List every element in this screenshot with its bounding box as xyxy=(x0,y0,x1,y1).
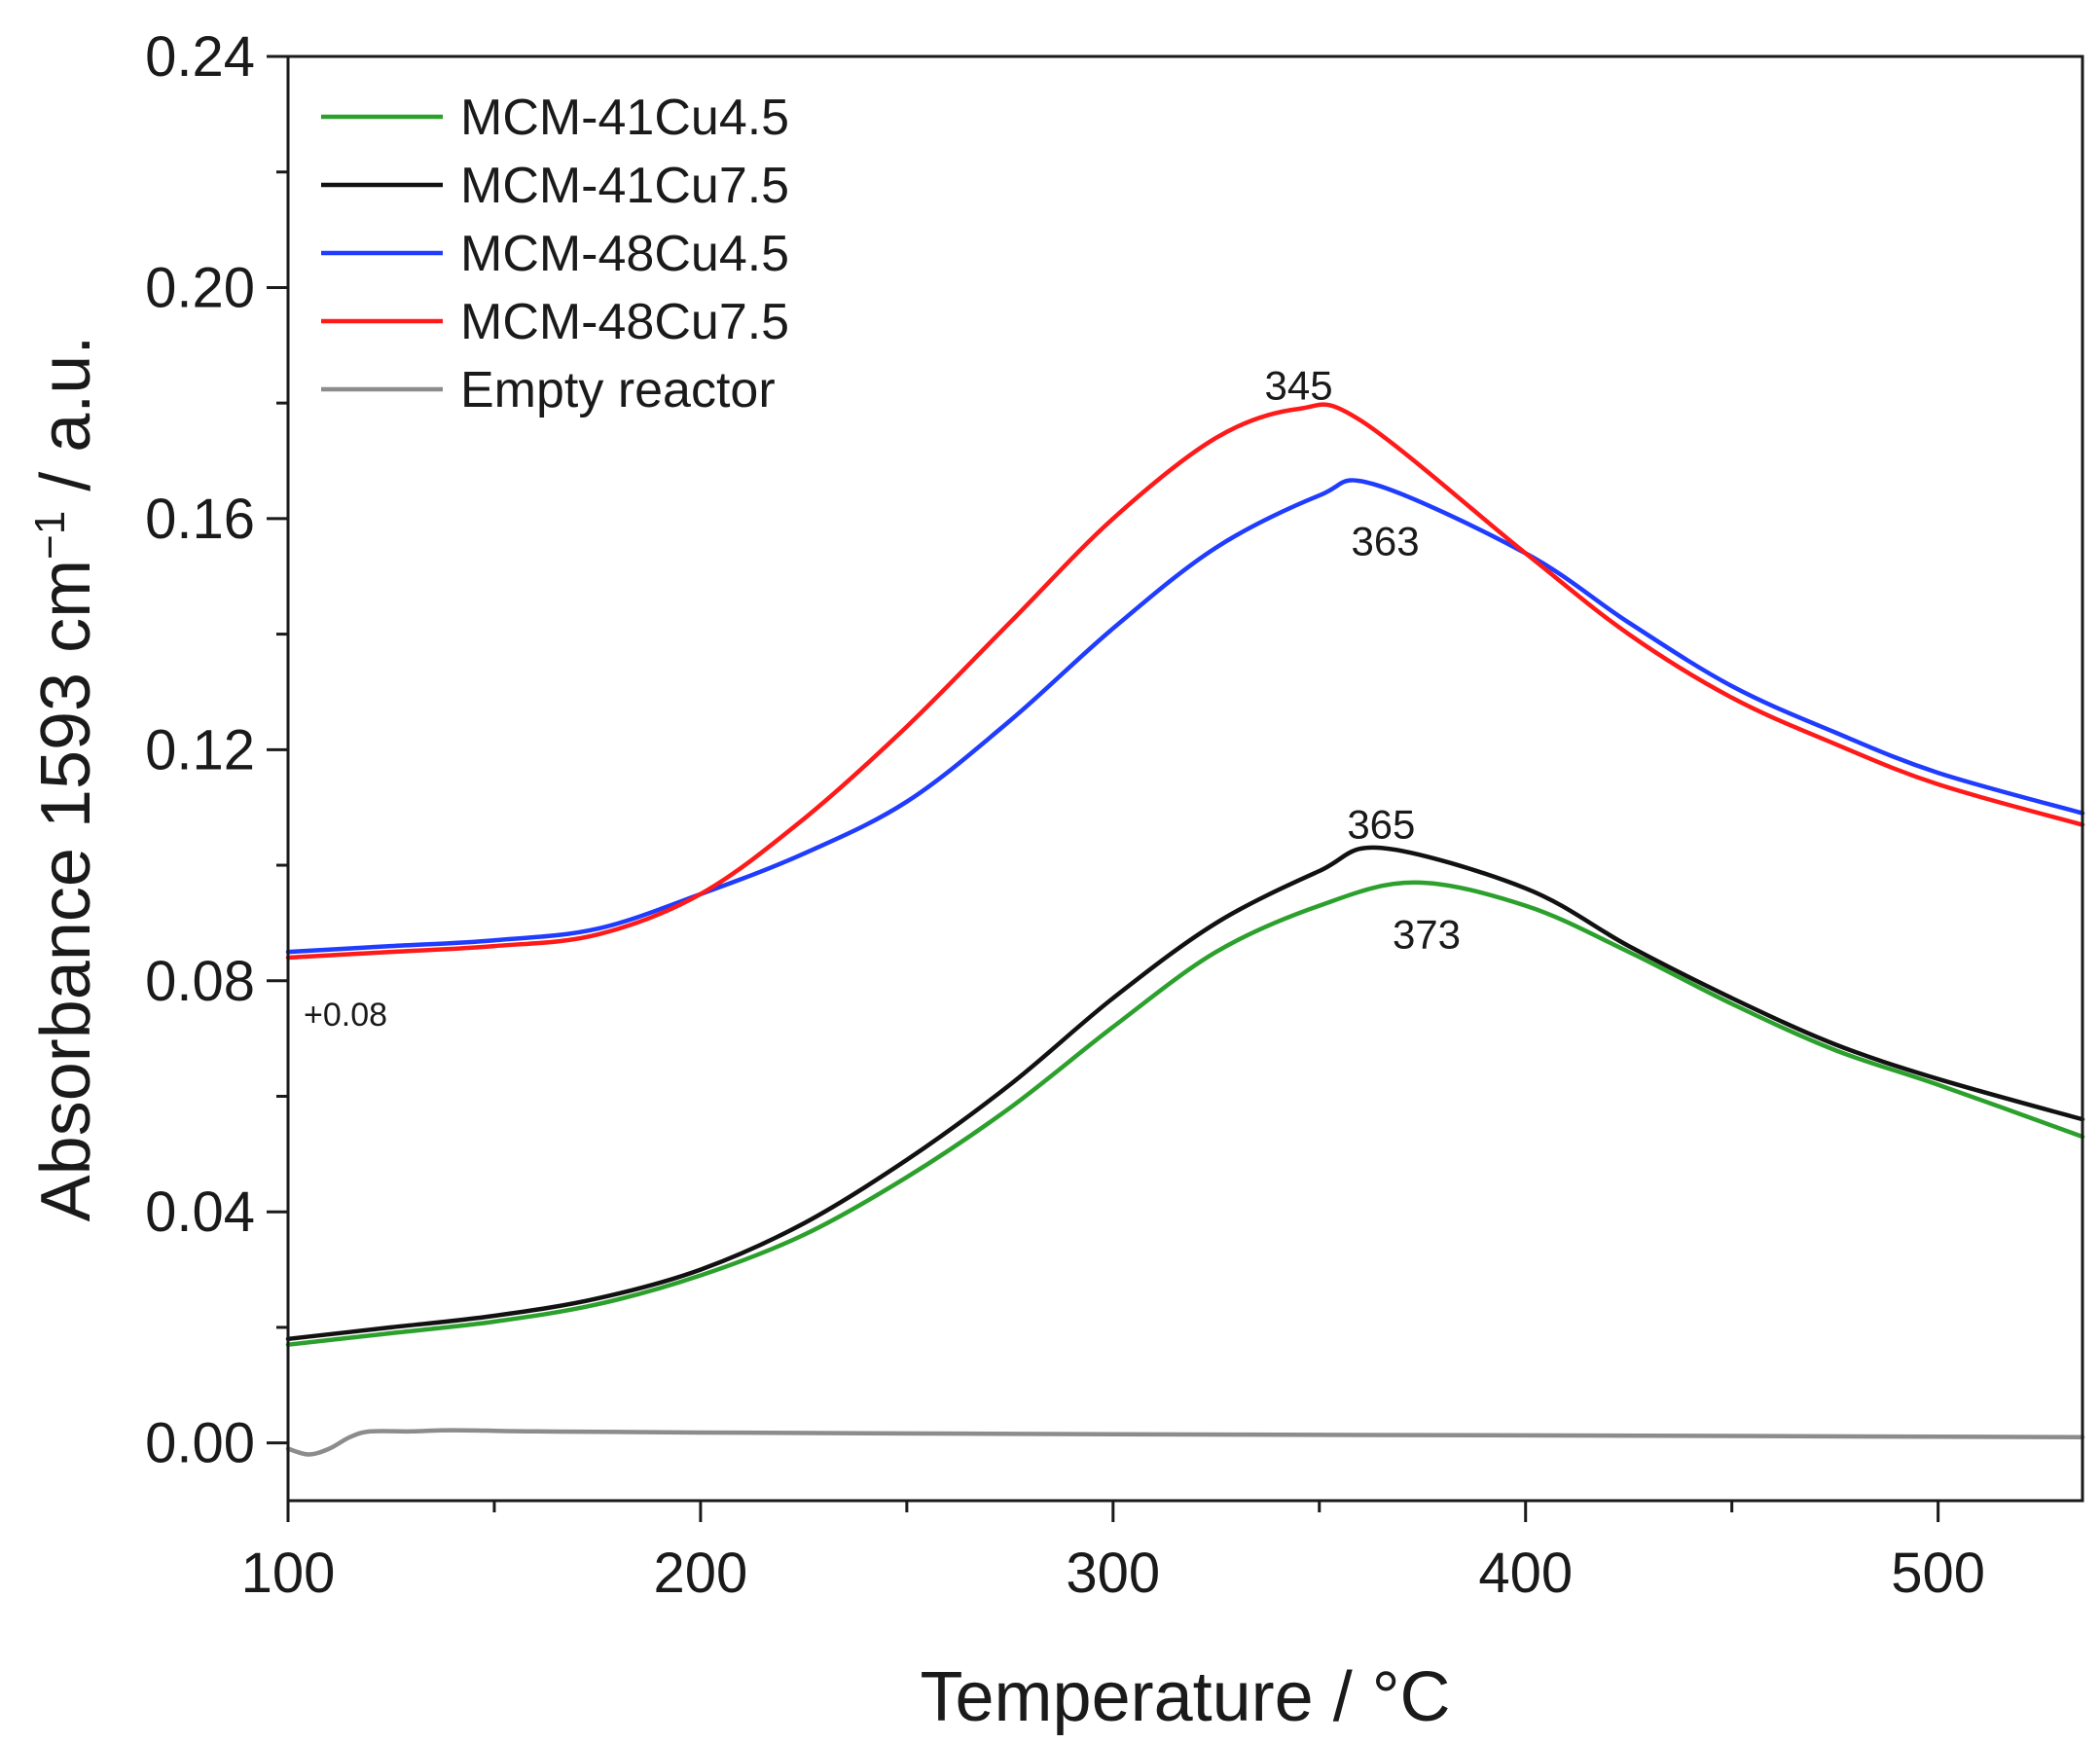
x-tick-label: 100 xyxy=(241,1542,336,1605)
y-tick-label: 0.16 xyxy=(145,488,255,551)
series-line-5 xyxy=(285,1428,2085,1457)
y-axis-title: Absorbance 1593 cm−1 / a.u. xyxy=(26,336,105,1222)
offset-annotation: +0.08 xyxy=(304,997,387,1034)
legend-label: MCM-41Cu7.5 xyxy=(460,158,789,214)
series-line-1 xyxy=(285,880,2085,1347)
x-tick-label: 300 xyxy=(1066,1542,1160,1605)
y-tick-label: 0.08 xyxy=(145,950,255,1013)
y-tick-label: 0.24 xyxy=(145,25,255,89)
x-tick-label: 400 xyxy=(1478,1542,1573,1605)
y-tick-label: 0.20 xyxy=(145,256,255,319)
series-line-2 xyxy=(285,845,2085,1342)
y-tick-label: 0.12 xyxy=(145,718,255,781)
series-line-3 xyxy=(285,478,2085,955)
y-tick-label: 0.00 xyxy=(145,1412,255,1475)
legend-label: Empty reactor xyxy=(460,362,776,418)
series-line-4 xyxy=(285,402,2085,961)
peak-annotation: 373 xyxy=(1393,911,1461,957)
plot-frame xyxy=(286,54,2084,1503)
x-tick-label: 200 xyxy=(654,1542,748,1605)
peak-annotation: 363 xyxy=(1352,519,1420,564)
x-axis-title: Temperature / °C xyxy=(921,1658,1451,1736)
legend-label: MCM-48Cu4.5 xyxy=(460,226,789,282)
x-tick-label: 500 xyxy=(1891,1542,1985,1605)
legend-label: MCM-48Cu7.5 xyxy=(460,294,789,350)
peak-annotation: 365 xyxy=(1347,801,1415,847)
legend-label: MCM-41Cu4.5 xyxy=(460,90,789,146)
peak-annotation: 345 xyxy=(1265,362,1333,408)
y-tick-label: 0.04 xyxy=(145,1180,255,1244)
